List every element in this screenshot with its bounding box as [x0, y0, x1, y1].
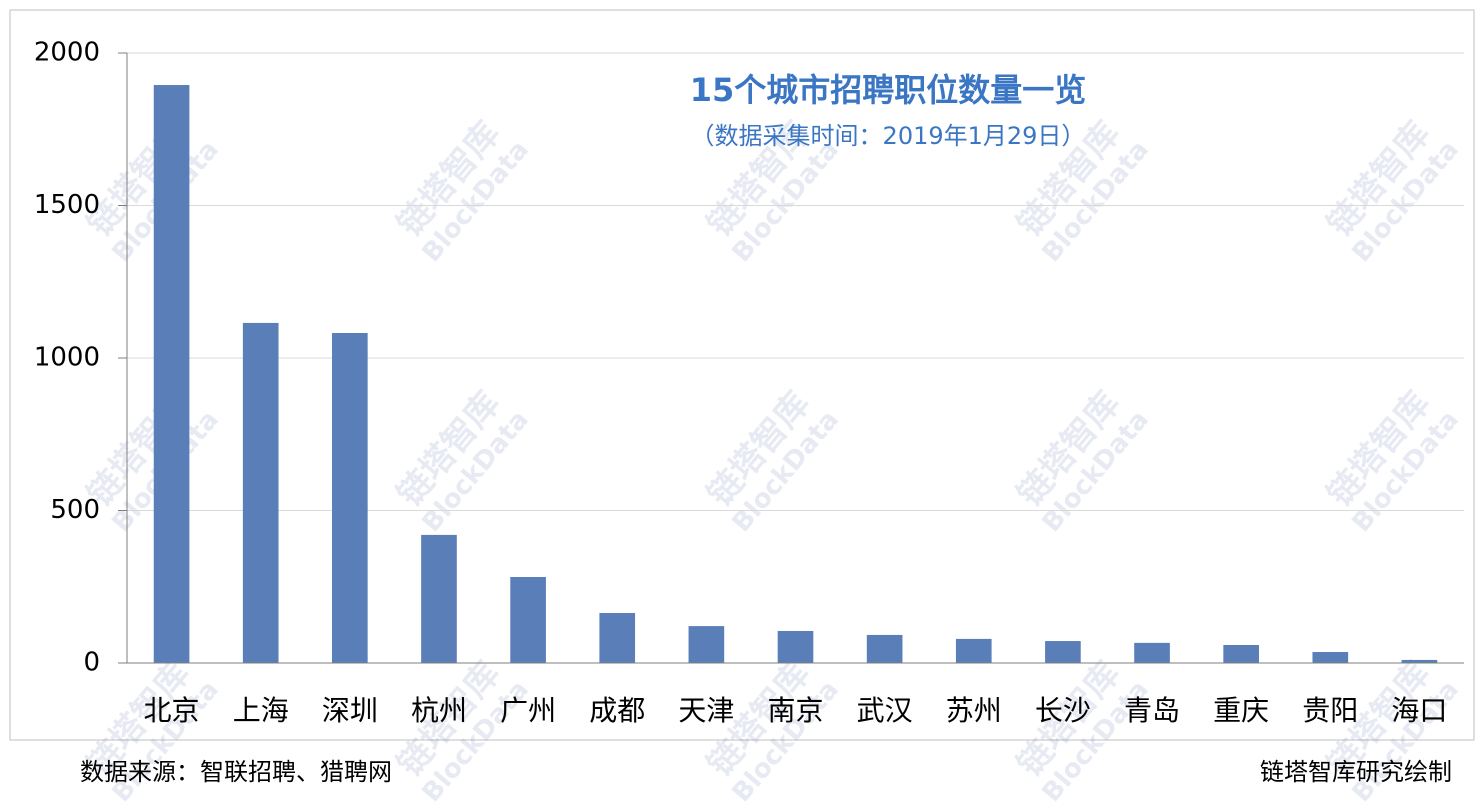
x-tick-label: 天津 [678, 694, 734, 727]
bar [1045, 641, 1081, 663]
y-tick-label: 0 [83, 648, 100, 678]
bar [688, 626, 725, 663]
bar [1401, 659, 1438, 663]
x-tick-label: 成都 [589, 694, 645, 727]
x-tick-label: 北京 [144, 694, 200, 727]
y-tick-label: 1000 [34, 343, 100, 373]
y-tick-label: 500 [50, 495, 100, 525]
bar [153, 85, 190, 663]
source-note: 数据来源：智联招聘、猎聘网 [80, 758, 392, 786]
bar [955, 638, 992, 663]
x-tick-label: 重庆 [1213, 694, 1269, 727]
bar [242, 322, 279, 663]
x-tick-label: 上海 [233, 694, 289, 727]
chart-frame [9, 9, 1475, 741]
bar [866, 634, 903, 663]
bar [1312, 652, 1349, 663]
bar [332, 332, 368, 663]
bar [1223, 645, 1259, 663]
x-tick-label: 南京 [767, 694, 823, 727]
y-tick-label: 1500 [34, 190, 100, 220]
x-tick-label: 武汉 [857, 694, 913, 727]
bar [1134, 642, 1170, 663]
x-tick-label: 杭州 [411, 694, 467, 727]
x-tick-label: 贵阳 [1302, 694, 1358, 727]
plot-area: 0 500 1000 1500 2000 北京 上海 深圳 杭州 广州 成都 天津 南京 武汉 苏州 长沙 青岛… [34, 38, 1464, 727]
x-tick-label: 深圳 [322, 694, 378, 727]
bar [599, 612, 636, 663]
bar [421, 534, 457, 663]
x-tick-label: 长沙 [1035, 694, 1091, 727]
chart-title: 15个城市招聘职位数量一览 [690, 71, 1087, 109]
bar [777, 630, 814, 663]
x-tick-label: 海口 [1391, 694, 1447, 727]
x-tick-label: 苏州 [946, 694, 1002, 727]
chart-subtitle: （数据采集时间：2019年1月29日） [691, 122, 1086, 150]
y-tick-label: 2000 [34, 38, 100, 68]
x-tick-label: 青岛 [1124, 694, 1180, 727]
x-tick-label: 广州 [500, 694, 556, 727]
bar [510, 576, 546, 663]
credit-note: 链塔智库研究绘制 [1260, 758, 1452, 786]
